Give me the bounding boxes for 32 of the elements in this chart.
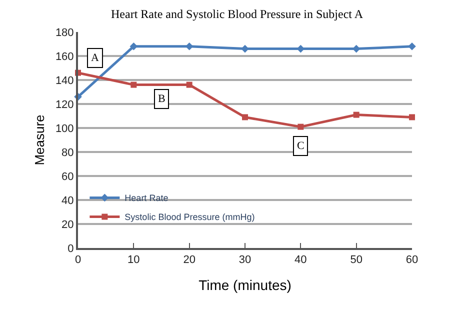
annotation: B [158,93,166,105]
x-tick-label: 30 [238,254,252,266]
y-tick-label: 40 [62,194,74,207]
y-tick-label: 120 [55,98,74,111]
y-tick-label: 20 [62,218,74,231]
x-tick-label: 40 [294,254,307,266]
y-tick-label: 60 [62,170,74,183]
x-tick-label: 20 [183,254,196,266]
point [353,112,360,118]
annotation: A [91,52,99,64]
point [242,114,248,120]
point [298,124,304,130]
point [409,114,415,120]
y-tick-label: 100 [55,122,74,135]
point [130,82,137,88]
y-tick-label: 180 [55,26,74,39]
chart-title: Heart Rate and Systolic Blood Pressure in Subject A [111,6,364,21]
x-tick-label: 60 [406,254,418,266]
point [241,44,249,53]
legend-label: Heart Rate [124,193,168,204]
x-axis-title: Time (minutes) [198,277,292,293]
point [408,42,416,50]
y-tick-label: 80 [62,146,74,159]
annotation: C [297,140,304,152]
legend-label: Systolic Blood Pressure (mmHg) [124,212,255,222]
y-axis-title: Measure [32,114,47,166]
y-tick-label: 140 [55,74,74,87]
x-tick-label: 50 [350,254,362,266]
y-tick-label: 0 [68,242,74,255]
x-tick-label: 10 [128,254,140,266]
y-tick-label: 160 [55,50,74,63]
point [186,82,192,88]
